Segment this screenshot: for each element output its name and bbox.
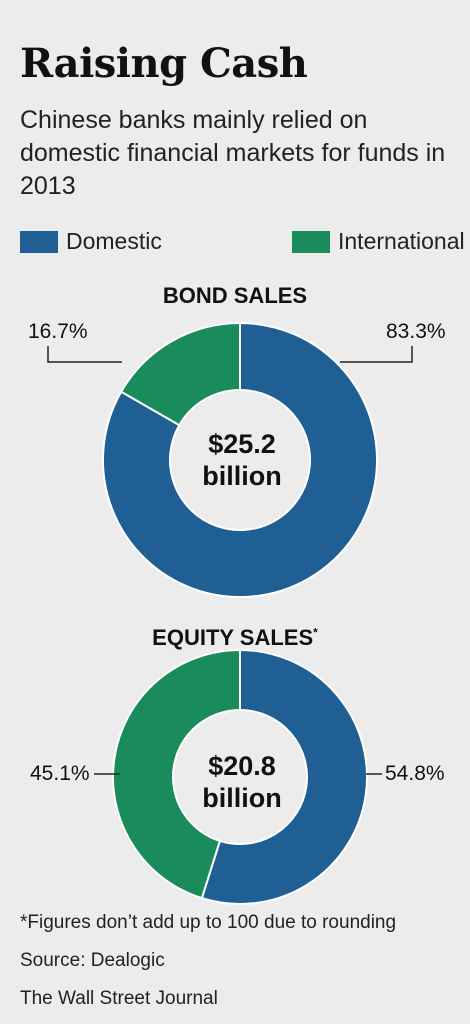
equity-sales-title-text: EQUITY SALES	[152, 625, 314, 650]
legend-swatch-international	[292, 230, 330, 253]
equity-sales-total-unit: billion	[202, 783, 282, 813]
source-credit: Source: Dealogic	[20, 950, 165, 971]
legend-item-domestic: Domestic	[20, 228, 162, 255]
bond-sales-total-unit: billion	[202, 461, 282, 491]
bond-international-pct: 16.7%	[28, 320, 88, 343]
equity-sales-footnote-marker: *	[313, 625, 318, 640]
equity-slice-domestic	[200, 648, 368, 905]
equity-sales-total-value: $20.8	[208, 751, 276, 781]
publisher-credit: The Wall Street Journal	[20, 988, 218, 1009]
bond-leader-domestic	[340, 346, 413, 363]
page-title: Raising Cash	[20, 40, 308, 87]
equity-domestic-pct: 54.8%	[385, 762, 445, 785]
footnote: *Figures don’t add up to 100 due to roun…	[20, 912, 397, 933]
equity-sales-total: $20.8 billion	[172, 750, 312, 814]
legend: Domestic International	[20, 228, 465, 258]
bond-sales-leader-lines	[47, 346, 413, 363]
subtitle: Chinese banks mainly relied on domestic …	[20, 106, 446, 200]
equity-international-pct: 45.1%	[30, 762, 90, 785]
bond-slice-domestic	[102, 321, 378, 598]
equity-sales-title: EQUITY SALES*	[0, 625, 470, 651]
legend-swatch-domestic	[20, 230, 58, 253]
bond-sales-title: BOND SALES	[162, 283, 308, 308]
legend-label-international: International	[338, 228, 465, 254]
bond-slice-international	[119, 321, 241, 427]
equity-slice-international	[112, 648, 241, 900]
bond-sales-total-value: $25.2	[208, 429, 276, 459]
bond-sales-total: $25.2 billion	[172, 428, 312, 492]
bond-leader-international	[47, 346, 122, 363]
legend-item-international: International	[292, 228, 465, 255]
bond-domestic-pct: 83.3%	[386, 320, 446, 343]
legend-label-domestic: Domestic	[66, 228, 162, 254]
